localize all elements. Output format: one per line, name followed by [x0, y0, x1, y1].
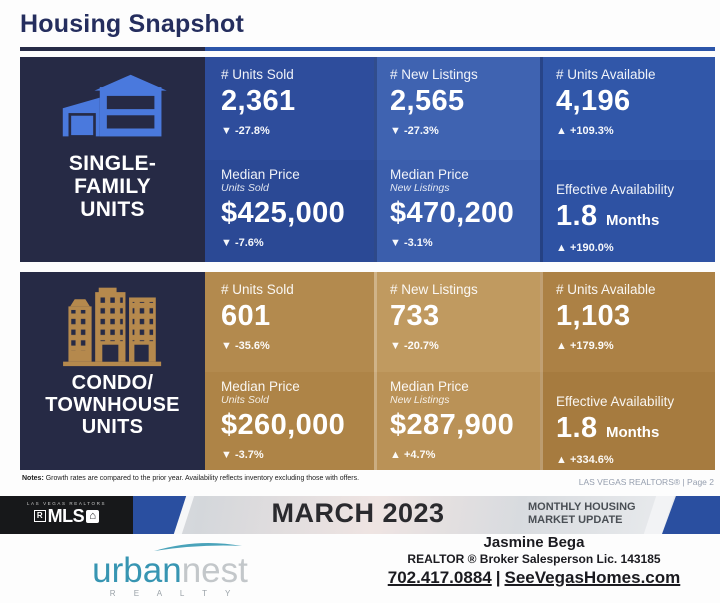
mls-logo-text: MLS — [47, 506, 85, 526]
stat-delta: ▲ +334.6% — [556, 454, 614, 466]
footer-bar: LAS VEGAS REALTORS R MLS ⌂ MARCH 2023 MO… — [0, 496, 720, 534]
brokerage-tagline: R E A L T Y — [109, 589, 239, 598]
stat-cell-ct-effective-availability: Effective Availability 1.8 Months ▲ +334… — [540, 372, 715, 470]
stat-label: Median Price — [390, 167, 469, 182]
stat-sublabel: Units Sold — [221, 394, 269, 406]
swoosh-icon — [154, 542, 242, 551]
panel-title-condo-townhouse: CONDO/ TOWNHOUSE UNITS — [45, 372, 180, 438]
mls-logo: LAS VEGAS REALTORS R MLS ⌂ — [0, 496, 133, 534]
stat-delta: ▼ -27.3% — [390, 125, 439, 137]
stat-cell-ct-units-available: # Units Available 1,103 ▲ +179.9% — [540, 272, 715, 372]
stat-cell-ct-median-price-sold: Median Price Units Sold $260,000 ▼ -3.7% — [205, 372, 374, 470]
stat-cell-sf-new-listings: # New Listings 2,565 ▼ -27.3% — [374, 57, 540, 160]
stat-cell-ct-median-price-new: Median Price New Listings $287,900 ▲ +4.… — [374, 372, 540, 470]
agent-contact-block: Jasmine Bega REALTOR ® Broker Salesperso… — [355, 534, 713, 588]
stat-value: 1.8 Months — [556, 412, 660, 444]
realtor-r-icon: R — [33, 510, 46, 522]
buildings-icon — [20, 285, 205, 372]
report-subtitle: MONTHLY HOUSING MARKET UPDATE — [528, 501, 636, 526]
urbannest-logo: urbannest R E A L T Y — [48, 541, 292, 598]
mls-logo-small-text: LAS VEGAS REALTORS — [26, 501, 107, 506]
stat-delta: ▼ -3.7% — [221, 449, 264, 461]
stat-value: 601 — [221, 300, 271, 332]
stat-label: # Units Sold — [221, 282, 294, 297]
stat-delta: ▼ -20.7% — [390, 340, 439, 352]
stat-cell-sf-units-sold: # Units Sold 2,361 ▼ -27.8% — [205, 57, 374, 160]
stat-cell-ct-units-sold: # Units Sold 601 ▼ -35.6% — [205, 272, 374, 372]
stat-delta: ▲ +190.0% — [556, 242, 614, 254]
agent-website-link[interactable]: SeeVegasHomes.com — [504, 568, 681, 587]
stat-label: # New Listings — [390, 282, 478, 297]
condo-townhouse-panel: CONDO/ TOWNHOUSE UNITS # Units Sold 601 … — [20, 272, 715, 470]
single-family-panel: SINGLE- FAMILY UNITS # Units Sold 2,361 … — [20, 57, 715, 262]
stat-cell-ct-new-listings: # New Listings 733 ▼ -20.7% — [374, 272, 540, 372]
contact-separator: | — [495, 568, 501, 587]
single-family-label-block: SINGLE- FAMILY UNITS — [20, 57, 205, 262]
stat-label: # New Listings — [390, 67, 478, 82]
agent-name: Jasmine Bega — [483, 534, 585, 551]
stat-delta: ▼ -3.1% — [390, 237, 433, 249]
stat-sublabel: Units Sold — [221, 182, 269, 194]
stat-label: Median Price — [221, 379, 300, 394]
stat-label: # Units Sold — [221, 67, 294, 82]
agent-phone-link[interactable]: 702.417.0884 — [387, 568, 492, 587]
stat-sublabel: New Listings — [390, 394, 450, 406]
stat-value: $470,200 — [390, 197, 515, 229]
stat-value: 1,103 — [556, 300, 631, 332]
brokerage-name-urban: urban — [92, 551, 182, 590]
title-rule — [20, 47, 715, 51]
stat-delta: ▼ -35.6% — [221, 340, 270, 352]
stat-value: $260,000 — [221, 409, 346, 441]
stat-label: Effective Availability — [556, 182, 675, 197]
stat-label: Median Price — [221, 167, 300, 182]
panel-title-single-family: SINGLE- FAMILY UNITS — [68, 152, 157, 221]
report-month: MARCH 2023 — [271, 498, 445, 528]
stat-sublabel: New Listings — [390, 182, 450, 194]
condo-label-block: CONDO/ TOWNHOUSE UNITS — [20, 272, 205, 470]
brokerage-name-nest: nest — [181, 551, 248, 590]
stat-label: Median Price — [390, 379, 469, 394]
stat-cell-sf-units-available: # Units Available 4,196 ▲ +109.3% — [540, 57, 715, 160]
stat-cell-sf-median-price-sold: Median Price Units Sold $425,000 ▼ -7.6% — [205, 160, 374, 262]
stat-value: 4,196 — [556, 85, 631, 117]
stat-label: # Units Available — [556, 282, 656, 297]
page-title: Housing Snapshot — [20, 10, 245, 38]
stat-label: Effective Availability — [556, 394, 675, 409]
house-icon — [20, 73, 205, 152]
stat-delta: ▲ +4.7% — [390, 449, 436, 461]
stat-delta: ▲ +109.3% — [556, 125, 614, 137]
notes-text: Notes: Growth rates are compared to the … — [22, 475, 360, 482]
stat-value: 2,361 — [221, 85, 296, 117]
mls-house-icon: ⌂ — [86, 509, 100, 523]
stat-cell-sf-median-price-new: Median Price New Listings $470,200 ▼ -3.… — [374, 160, 540, 262]
stat-delta: ▼ -7.6% — [221, 237, 264, 249]
stat-value: $425,000 — [221, 197, 346, 229]
stat-label: # Units Available — [556, 67, 656, 82]
stat-value: 733 — [390, 300, 440, 332]
stat-cell-sf-effective-availability: Effective Availability 1.8 Months ▲ +190… — [540, 160, 715, 262]
stat-value: 2,565 — [390, 85, 465, 117]
agent-title: REALTOR ® Broker Salesperson Lic. 143185 — [407, 552, 661, 566]
page-reference: LAS VEGAS REALTORS® | Page 2 — [578, 477, 714, 487]
stat-delta: ▼ -27.8% — [221, 125, 270, 137]
stat-value: 1.8 Months — [556, 200, 660, 232]
stat-delta: ▲ +179.9% — [556, 340, 614, 352]
stat-value: $287,900 — [390, 409, 515, 441]
